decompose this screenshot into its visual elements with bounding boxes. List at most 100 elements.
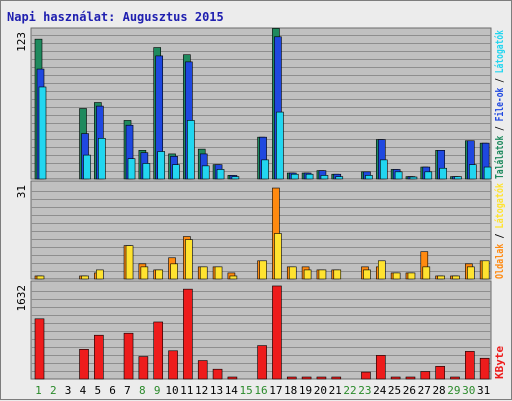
bar-middle-sites-day-31 [481,260,490,280]
x-tick-label-day-30: 30 [462,384,475,397]
x-tick-label-day-20: 20 [314,384,327,397]
bar-bottom-kbytes-day-5 [94,334,104,380]
panel-top-ytick-label: 123 [15,32,28,52]
bar-bottom-kbytes-day-16 [257,345,267,380]
bar-top-visits-day-4 [83,154,91,180]
bar-bottom-kbytes-day-18 [286,376,297,380]
bar-middle-sites-day-5 [96,269,104,280]
bar-bottom-kbytes-day-1 [34,318,45,380]
x-tick-label-day-13: 13 [210,384,223,397]
bar-bottom-kbytes-day-19 [301,376,312,380]
bar-top-visits-day-17 [276,111,284,180]
bar-bottom-kbytes-day-26 [405,376,416,380]
bar-bottom-kbytes-day-27 [420,371,431,380]
bar-top-visits-day-21 [335,176,344,180]
x-tick-label-day-15: 15 [240,384,253,397]
bar-top-visits-day-18 [290,173,299,180]
x-tick-label-day-29: 29 [447,384,460,397]
x-tick-label-day-24: 24 [373,384,387,397]
x-tick-label-day-6: 6 [109,384,116,397]
bar-bottom-kbytes-day-23 [361,371,371,380]
bar-top-visits-day-9 [157,151,166,180]
panel-bottom-ytick-label: 1632 [15,285,28,312]
x-tick-label-day-10: 10 [165,384,178,397]
bar-bottom-kbytes-day-12 [197,360,208,380]
x-tick-label-day-17: 17 [269,384,282,397]
x-tick-label-day-31: 31 [477,384,490,397]
x-tick-label-day-18: 18 [284,384,297,397]
bar-middle-sites-day-17 [274,233,282,280]
side-legend-top-part: / [493,121,506,135]
bar-middle-sites-day-1 [36,275,45,280]
bar-middle-sites-day-29 [452,275,460,280]
x-tick-label-day-25: 25 [388,384,401,397]
side-legend-top-part: / [493,73,506,87]
bar-top-visits-day-24 [379,159,388,180]
bar-bottom-kbytes-day-30 [465,351,475,380]
bar-top-visits-day-19 [305,173,314,180]
x-tick-label-day-21: 21 [329,384,342,397]
x-tick-label-day-8: 8 [139,384,146,397]
bar-top-visits-day-14 [231,176,240,180]
bar-middle-sites-day-24 [377,260,386,280]
bar-top-visits-day-29 [454,176,462,180]
bar-top-visits-day-27 [424,171,433,180]
side-legend-top-part: Látogatók [493,30,506,74]
bar-bottom-kbytes-day-14 [227,376,238,380]
x-tick-label-day-4: 4 [80,384,87,397]
bar-middle-sites-day-8 [140,266,149,280]
bar-top-visits-day-16 [261,159,269,180]
bar-top-visits-day-28 [439,167,447,180]
x-tick-label-day-11: 11 [180,384,193,397]
bar-middle-sites-day-21 [333,269,342,280]
side-legend-middle: Oldalak / Látogatók [493,183,506,279]
side-legend-top-part: Találatok [493,135,506,179]
bar-bottom-kbytes-day-13 [212,368,223,380]
bar-middle-sites-day-27 [422,266,431,280]
bar-middle-sites-day-14 [229,275,238,280]
bar-middle-sites-day-7 [125,245,134,280]
bar-bottom-kbytes-day-31 [479,357,490,380]
bar-top-visits-day-13 [216,169,225,180]
bar-middle-sites-day-9 [155,269,164,280]
bar-middle-sites-day-11 [185,239,193,280]
bar-middle-sites-day-18 [288,266,297,280]
x-tick-label-day-7: 7 [124,384,131,397]
bar-bottom-kbytes-day-7 [123,332,134,380]
bar-bottom-kbytes-day-4 [79,349,89,380]
bar-top-visits-day-31 [483,166,492,180]
bar-middle-sites-day-12 [199,266,208,280]
x-tick-label-day-27: 27 [418,384,431,397]
bar-bottom-kbytes-day-9 [153,321,164,380]
bar-top-visits-day-1 [38,86,47,180]
x-tick-label-day-22: 22 [343,384,356,397]
bar-middle-sites-day-13 [214,266,223,280]
x-tick-label-day-9: 9 [154,384,161,397]
panel-top-grid [31,35,491,172]
side-legend-middle-part: Oldalak [493,243,506,279]
x-tick-label-day-2: 2 [50,384,57,397]
bar-top-visits-day-8 [142,163,151,180]
x-tick-label-day-12: 12 [195,384,208,397]
bar-bottom-kbytes-day-8 [138,356,149,380]
bar-bottom-kbytes-day-25 [390,376,401,380]
bar-middle-sites-day-30 [467,266,475,280]
bar-top-visits-day-26 [409,176,418,180]
bar-bottom-kbytes-day-17 [272,285,282,380]
bar-bottom-kbytes-day-11 [183,288,193,380]
panel-middle-ytick-label: 31 [15,185,28,198]
bar-middle-sites-day-10 [170,263,178,280]
x-tick-label-day-28: 28 [432,384,445,397]
bar-top-visits-day-10 [172,164,180,180]
bar-middle-sites-day-25 [392,272,401,280]
bar-bottom-kbytes-day-10 [168,350,178,380]
bar-bottom-kbytes-day-20 [316,376,327,380]
bar-top-visits-day-20 [320,175,329,180]
side-legend-top: Találatok / File-ok / Látogatók [493,30,506,179]
bar-middle-sites-day-16 [259,260,267,280]
bar-bottom-kbytes-day-21 [331,376,342,380]
side-legend-bottom: KByte [493,346,506,379]
bar-top-visits-day-5 [98,138,106,180]
bar-middle-sites-day-26 [407,272,416,280]
